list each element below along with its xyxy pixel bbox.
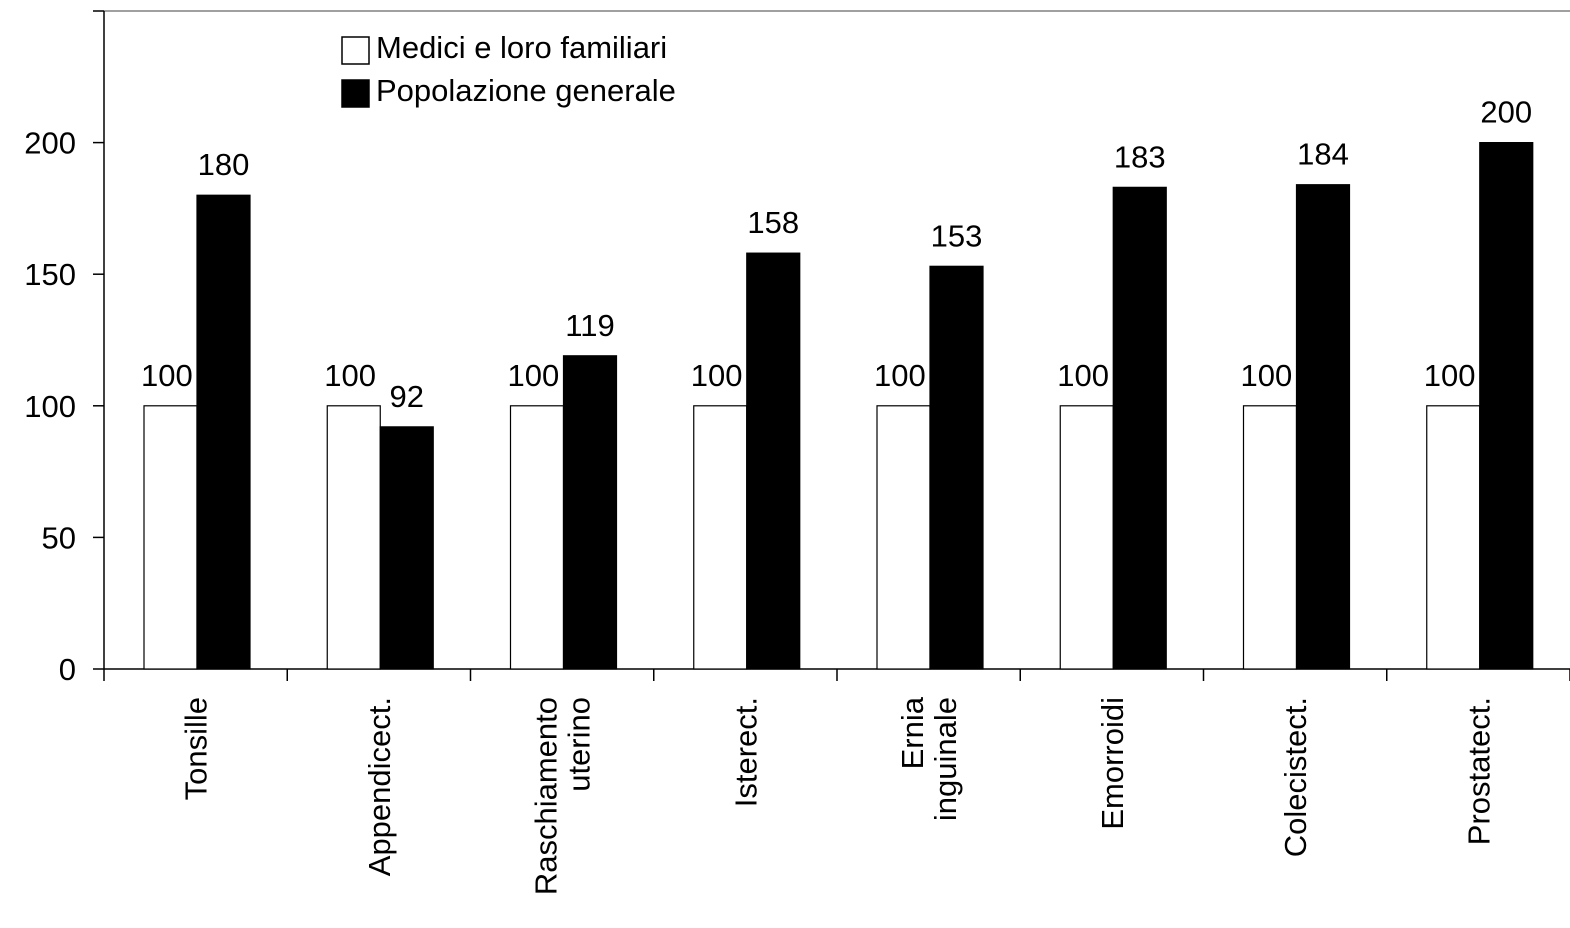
- bar-medici: [1426, 405, 1481, 670]
- bar-medici: [693, 405, 748, 670]
- x-category-label: Prostatect.: [1461, 697, 1496, 845]
- legend-swatch-popolazione: [341, 79, 370, 108]
- data-label-popolazione: 180: [198, 147, 250, 182]
- legend-label-medici: Medici e loro familiari: [376, 30, 667, 65]
- data-label-popolazione: 119: [565, 308, 614, 343]
- x-category-label: Raschiamento: [529, 697, 564, 895]
- data-labels: 1001801009210011910015810015310018310018…: [141, 95, 1532, 414]
- legend-label-popolazione: Popolazione generale: [376, 73, 676, 108]
- data-label-medici: 100: [324, 358, 376, 393]
- data-label-medici: 100: [1241, 358, 1293, 393]
- data-label-popolazione: 153: [931, 218, 983, 253]
- bar-medici: [326, 405, 381, 670]
- x-category-label: inguinale: [928, 697, 963, 821]
- bar-popolazione: [929, 265, 984, 670]
- bars: [143, 142, 1534, 670]
- y-axis: 0 50 100 150 200: [24, 10, 105, 687]
- data-label-medici: 100: [1424, 358, 1476, 393]
- x-category-label: Tonsille: [179, 697, 214, 800]
- data-label-medici: 100: [1057, 358, 1109, 393]
- bar-popolazione: [562, 355, 618, 670]
- data-label-popolazione: 200: [1480, 95, 1532, 130]
- bar-popolazione: [379, 426, 434, 670]
- bar-popolazione: [1479, 142, 1534, 670]
- y-tick-label: 0: [59, 652, 76, 687]
- x-category-label: Ernia: [895, 696, 930, 769]
- legend-swatch-medici: [341, 36, 370, 65]
- bar-medici: [1059, 405, 1114, 670]
- data-label-popolazione: 184: [1297, 137, 1349, 172]
- bar-medici: [876, 405, 931, 670]
- data-label-popolazione: 158: [747, 205, 799, 240]
- y-tick-label: 100: [24, 389, 76, 424]
- bar-popolazione: [1112, 186, 1167, 670]
- bar-medici: [1242, 405, 1298, 670]
- data-label-medici: 100: [508, 358, 560, 393]
- data-label-medici: 100: [874, 358, 926, 393]
- x-category-label: uterino: [562, 697, 597, 792]
- bar-popolazione: [746, 252, 801, 670]
- x-category-label: Isterect.: [728, 697, 763, 807]
- y-tick-label: 200: [24, 126, 76, 161]
- x-category-label: Appendicect.: [362, 697, 397, 876]
- y-tick-label: 150: [24, 257, 76, 292]
- data-label-medici: 100: [141, 358, 193, 393]
- data-label-popolazione: 183: [1114, 139, 1166, 174]
- data-label-medici: 100: [691, 358, 743, 393]
- bar-medici: [143, 405, 198, 670]
- bar-popolazione: [1295, 184, 1351, 670]
- data-label-popolazione: 92: [390, 379, 424, 414]
- x-category-label: Colecistect.: [1278, 697, 1313, 857]
- x-category-label: Emorroidi: [1095, 697, 1130, 830]
- y-tick-label: 50: [42, 520, 76, 555]
- legend: Medici e loro familiari Popolazione gene…: [341, 30, 676, 108]
- bar-medici: [509, 405, 565, 670]
- bar-popolazione: [196, 194, 251, 670]
